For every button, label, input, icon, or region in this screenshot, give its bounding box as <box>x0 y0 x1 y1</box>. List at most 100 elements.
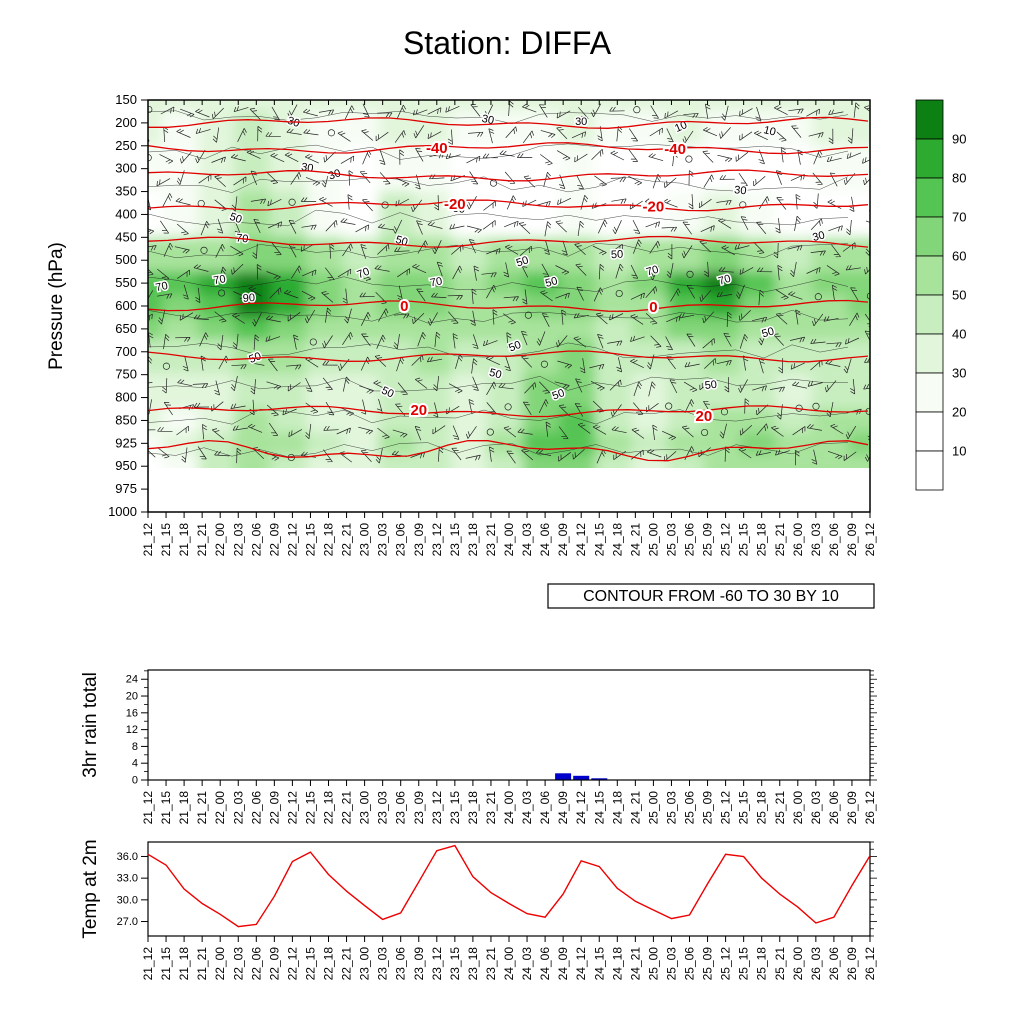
wind-barb <box>811 449 818 465</box>
wind-barb <box>633 381 642 397</box>
wind-barb <box>735 151 749 162</box>
x-tick-label: 23_03 <box>376 947 390 981</box>
wind-barb <box>148 290 154 300</box>
wind-barb <box>378 308 389 322</box>
wind-barb <box>574 153 588 163</box>
wind-barb <box>236 447 242 464</box>
calm-wind-circle <box>288 198 296 206</box>
wind-barb <box>271 242 282 256</box>
colorbar-cell <box>915 216 944 257</box>
wind-barb <box>704 358 717 369</box>
rain-bar <box>555 773 572 780</box>
wind-barb <box>753 176 766 187</box>
wind-barb <box>557 360 573 369</box>
x-tick-label: 23_06 <box>394 947 408 981</box>
x-tick-label: 26_06 <box>827 947 841 981</box>
wind-barb <box>427 312 438 326</box>
wind-barb <box>522 289 528 305</box>
x-tick-label: 24_15 <box>592 523 606 557</box>
wind-barb <box>555 265 570 275</box>
wind-barb <box>397 285 403 301</box>
wind-barb <box>376 112 393 118</box>
wind-barb <box>613 450 627 460</box>
wind-barb <box>305 377 313 392</box>
wind-barb <box>773 333 784 346</box>
wind-barb <box>232 333 239 349</box>
wind-barb <box>580 194 589 210</box>
wind-barb <box>323 425 339 431</box>
pressure-tick-label: 600 <box>115 298 137 313</box>
humidity-contour-label: 50 <box>228 211 244 226</box>
wind-barb <box>645 312 658 325</box>
wind-barb <box>468 239 476 254</box>
x-tick-label: 25_06 <box>683 523 697 557</box>
wind-barb <box>830 423 844 435</box>
x-tick-label: 26_09 <box>845 947 859 981</box>
wind-barb <box>392 429 408 438</box>
wind-barb <box>265 315 281 323</box>
wind-barb <box>812 172 823 186</box>
wind-barb <box>699 290 712 302</box>
wind-barb <box>633 402 644 415</box>
wind-barb <box>843 358 852 374</box>
wind-barb <box>769 386 785 393</box>
wind-barb <box>448 311 459 324</box>
x-tick-label: 24_09 <box>556 523 570 557</box>
wind-barb <box>867 426 870 441</box>
wind-barb <box>607 340 623 347</box>
wind-barb <box>776 197 787 210</box>
wind-barb <box>645 286 658 299</box>
temp-y-tick-label: 27.0 <box>117 916 138 928</box>
wind-barb <box>413 125 425 139</box>
x-tick-label: 24_12 <box>574 947 588 981</box>
wind-barb <box>394 247 410 252</box>
calm-wind-circle <box>739 201 747 209</box>
wind-barb <box>682 130 694 144</box>
humidity-contour-label: 90 <box>242 292 255 305</box>
pressure-tick-label: 925 <box>115 435 137 450</box>
temp-plot-frame <box>147 841 871 937</box>
x-tick-label: 24_06 <box>538 791 552 825</box>
wind-barb <box>738 309 751 321</box>
x-tick-label: 22_06 <box>249 791 263 825</box>
wind-barb <box>699 380 713 391</box>
wind-barb <box>193 402 210 408</box>
wind-barb <box>646 449 662 458</box>
contour-note: CONTOUR FROM -60 TO 30 BY 10 <box>547 583 875 609</box>
wind-barb <box>482 153 499 159</box>
wind-barb <box>576 175 584 190</box>
humidity-contour-label: 70 <box>429 275 443 289</box>
wind-barb <box>506 332 512 348</box>
colorbar-cell <box>915 450 944 491</box>
rain-y-tick-label: 16 <box>126 707 138 719</box>
wind-barb <box>394 313 410 319</box>
wind-barb <box>558 452 571 462</box>
wind-barb <box>847 128 854 144</box>
x-tick-label: 24_09 <box>556 947 570 981</box>
wind-barb <box>753 241 765 254</box>
wind-barb <box>492 309 498 325</box>
wind-barb <box>436 261 444 277</box>
wind-barb <box>540 130 556 138</box>
wind-barb <box>325 401 335 416</box>
wind-barb <box>672 150 679 167</box>
x-tick-label: 22_00 <box>213 523 227 557</box>
wind-barb <box>396 104 407 119</box>
wind-barb <box>148 313 153 321</box>
wind-barb <box>739 108 753 117</box>
x-tick-label: 25_09 <box>701 523 715 557</box>
x-tick-label: 25_12 <box>719 791 733 825</box>
wind-barb <box>301 224 317 231</box>
wind-barb <box>412 109 428 116</box>
temp-y-tick-label: 30.0 <box>117 894 138 906</box>
temperature-contour-line <box>147 235 869 248</box>
wind-barb <box>756 221 767 235</box>
colorbar-cell <box>915 99 944 140</box>
wind-barb <box>434 331 441 348</box>
wind-barb <box>541 313 550 327</box>
wind-barb <box>217 334 224 351</box>
x-tick-label: 25_18 <box>755 523 769 557</box>
wind-barb <box>681 425 694 438</box>
humidity-contour-label: 50 <box>452 203 466 216</box>
x-tick-label: 23_12 <box>430 947 444 981</box>
